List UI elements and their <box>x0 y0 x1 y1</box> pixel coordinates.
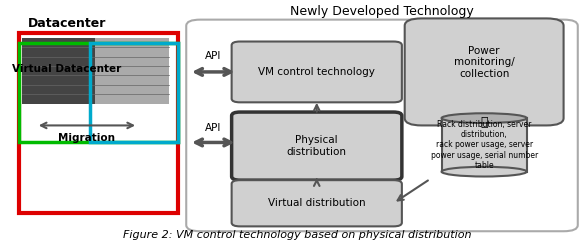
Text: API: API <box>205 51 221 61</box>
Bar <box>19 33 178 213</box>
FancyBboxPatch shape <box>186 20 578 231</box>
Text: Rack distribution, server
distribution,
rack power usage, server
power usage, se: Rack distribution, server distribution, … <box>431 120 538 170</box>
Text: Virtual Datacenter: Virtual Datacenter <box>12 64 122 75</box>
Text: Newly Developed Technology: Newly Developed Technology <box>290 5 474 18</box>
Text: 🔗: 🔗 <box>480 117 488 129</box>
Text: Power
monitoring/
collection: Power monitoring/ collection <box>454 46 514 79</box>
FancyBboxPatch shape <box>232 112 402 180</box>
Bar <box>19 43 178 142</box>
Bar <box>442 118 527 172</box>
Ellipse shape <box>442 167 527 177</box>
Text: Migration: Migration <box>58 133 115 143</box>
Ellipse shape <box>442 113 527 123</box>
FancyBboxPatch shape <box>404 18 563 125</box>
Text: Figure 2: VM control technology based on physical distribution: Figure 2: VM control technology based on… <box>123 230 471 240</box>
FancyBboxPatch shape <box>232 180 402 226</box>
Bar <box>22 38 95 104</box>
Text: Virtual distribution: Virtual distribution <box>268 198 365 208</box>
Text: API: API <box>205 123 221 133</box>
Text: VM control technology: VM control technology <box>258 67 375 77</box>
Bar <box>22 38 169 104</box>
Text: Datacenter: Datacenter <box>28 17 107 30</box>
Bar <box>95 38 169 104</box>
FancyBboxPatch shape <box>232 42 402 102</box>
Text: Physical
distribution: Physical distribution <box>287 135 347 157</box>
Bar <box>90 43 178 142</box>
